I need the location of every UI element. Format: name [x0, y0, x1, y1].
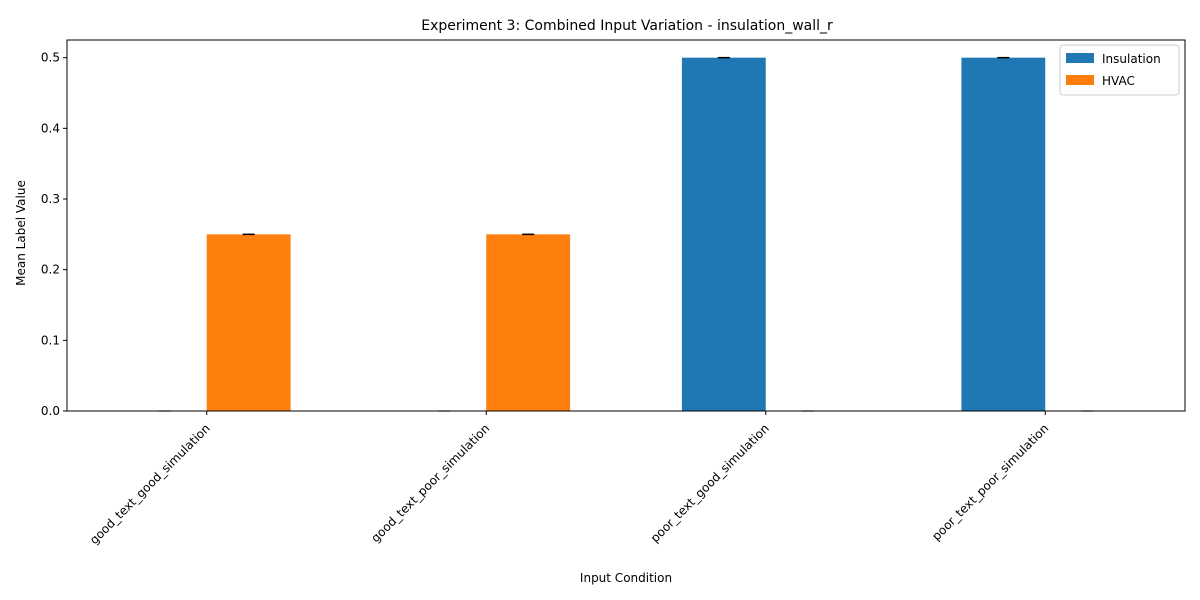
y-tick-label: 0.3	[41, 192, 60, 206]
bars	[206, 57, 1046, 412]
y-tick-label: 0.2	[41, 263, 60, 277]
x-axis-label: Input Condition	[580, 571, 672, 585]
legend: Insulation HVAC	[1059, 44, 1180, 96]
legend-swatch-insulation	[1066, 53, 1094, 63]
bar-insulation-4	[961, 57, 1046, 412]
bar-hvac-1	[206, 234, 291, 411]
bar-hvac-2	[486, 234, 571, 411]
y-axis-ticks: 0.0 0.1 0.2 0.3 0.4 0.5	[41, 51, 67, 418]
y-tick-label: 0.0	[41, 404, 60, 418]
axes-frame	[66, 39, 1186, 412]
y-axis-label: Mean Label Value	[14, 180, 28, 286]
y-tick-label: 0.1	[41, 333, 60, 347]
bar-insulation-3	[681, 57, 766, 412]
chart-title: Experiment 3: Combined Input Variation -…	[421, 18, 833, 34]
y-tick-label: 0.5	[41, 51, 60, 65]
legend-swatch-hvac	[1066, 75, 1094, 85]
y-tick-label: 0.4	[41, 121, 60, 135]
legend-label-hvac: HVAC	[1102, 74, 1135, 88]
legend-label-insulation: Insulation	[1102, 52, 1161, 66]
